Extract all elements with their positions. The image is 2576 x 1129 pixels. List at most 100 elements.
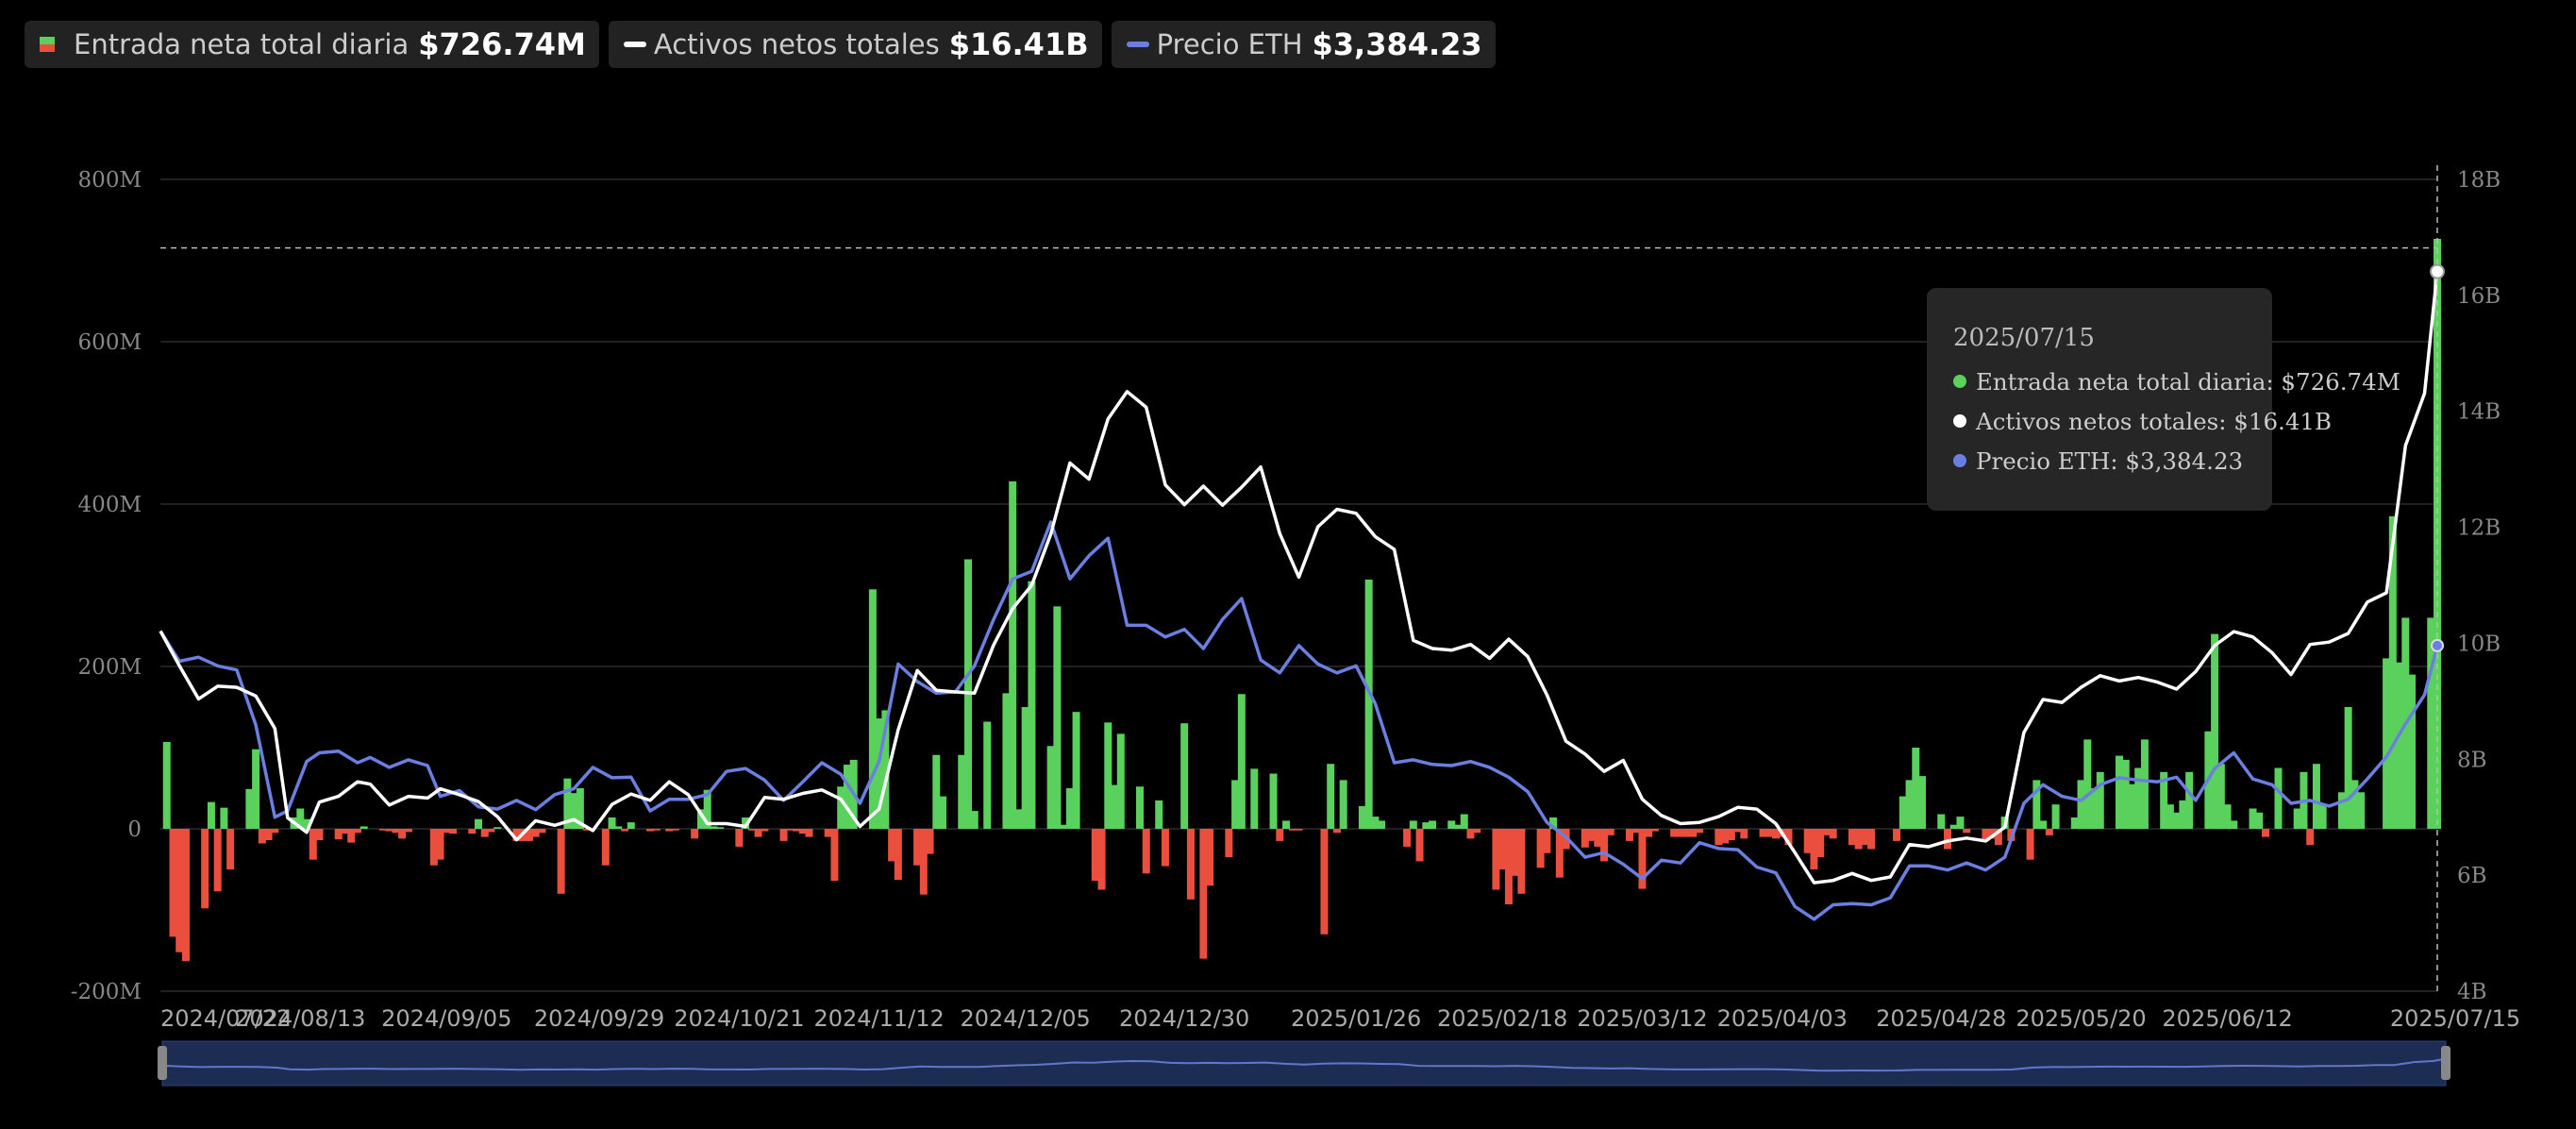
zoom-slider-window bbox=[161, 1040, 2447, 1087]
inflow-bar bbox=[881, 710, 890, 829]
inflow-bar bbox=[868, 589, 877, 829]
inflow-bar bbox=[830, 829, 839, 882]
zoom-handle-right[interactable] bbox=[2441, 1046, 2451, 1080]
inflow-bar bbox=[220, 807, 228, 829]
inflow-bar bbox=[1956, 817, 1965, 829]
inflow-bar bbox=[1625, 829, 1633, 841]
inflow-bar bbox=[1473, 829, 1481, 834]
inflow-bar bbox=[2395, 662, 2403, 829]
legend-inflow-label: Entrada neta total diaria bbox=[74, 28, 410, 60]
inflow-bar bbox=[1944, 829, 1952, 850]
x-axis-tick: 2024/09/29 bbox=[534, 1005, 664, 1032]
tooltip-row-inflow: Entrada neta total diaria: $726.74M bbox=[1953, 362, 2400, 401]
inflow-bar bbox=[2312, 764, 2320, 829]
inflow-bar bbox=[1765, 829, 1774, 837]
y-axis-right-tick: 18B bbox=[2457, 168, 2501, 193]
inflow-bar bbox=[1594, 829, 1602, 847]
inflow-bar bbox=[2216, 764, 2225, 829]
inflow-bar bbox=[761, 829, 769, 832]
inflow-bar bbox=[1072, 712, 1080, 829]
x-axis-tick: 2025/05/20 bbox=[2016, 1005, 2146, 1032]
inflow-bar bbox=[264, 829, 273, 841]
inflow-bar bbox=[710, 826, 718, 829]
inflow-bar bbox=[1237, 694, 1246, 829]
inflow-bar bbox=[1060, 824, 1068, 829]
line-swatch-icon bbox=[1126, 42, 1149, 47]
inflow-bar bbox=[735, 829, 744, 847]
inflow-bar bbox=[385, 829, 393, 832]
inflow-bar bbox=[1759, 829, 1767, 837]
inflow-bar bbox=[258, 829, 266, 844]
inflow-bar bbox=[1091, 829, 1099, 882]
inflow-bar bbox=[1028, 581, 1036, 829]
inflow-bar bbox=[1371, 817, 1380, 829]
inflow-bar bbox=[557, 829, 565, 894]
inflow-bar bbox=[1715, 829, 1723, 846]
inflow-bar bbox=[601, 829, 610, 866]
y-axis-right-tick: 14B bbox=[2457, 400, 2501, 425]
zoom-slider-sparkline bbox=[161, 1057, 2447, 1072]
inflow-bar bbox=[786, 829, 795, 831]
inflow-bar bbox=[1358, 805, 1366, 829]
green-dot-icon bbox=[1953, 375, 1966, 388]
inflow-bar bbox=[1161, 829, 1169, 867]
inflow-bar bbox=[1696, 829, 1704, 834]
inflow-bar bbox=[1231, 780, 1240, 829]
inflow-bar bbox=[2185, 771, 2194, 829]
inflow-bar bbox=[1447, 820, 1456, 829]
x-axis-tick: 2025/04/03 bbox=[1717, 1005, 1848, 1032]
inflow-bar bbox=[398, 829, 407, 839]
inflow-bar bbox=[1994, 829, 2002, 846]
inflow-bar bbox=[315, 829, 324, 841]
inflow-bar bbox=[176, 829, 184, 952]
inflow-bar bbox=[1689, 829, 1698, 837]
legend-assets-toggle[interactable]: Activos netos totales $16.41B bbox=[608, 21, 1102, 68]
tooltip-price: Precio ETH: $3,384.23 bbox=[1976, 447, 2244, 475]
inflow-bar bbox=[608, 817, 616, 829]
inflow-bar bbox=[779, 829, 788, 841]
inflow-bar bbox=[1682, 829, 1691, 837]
inflow-bar bbox=[1422, 822, 1430, 829]
inflow-bar bbox=[696, 809, 705, 829]
inflow-bar bbox=[2039, 820, 2048, 829]
zoom-handle-left[interactable] bbox=[158, 1046, 167, 1080]
inflow-bar bbox=[1912, 748, 1920, 829]
inflow-bar bbox=[2140, 739, 2149, 829]
inflow-bar bbox=[1650, 829, 1659, 832]
inflow-bar bbox=[1276, 829, 1284, 841]
inflow-bar bbox=[1905, 780, 1914, 829]
inflow-bar bbox=[2408, 674, 2417, 829]
inflow-bar bbox=[1517, 829, 1526, 894]
inflow-bar bbox=[252, 749, 260, 829]
legend-price-toggle[interactable]: Precio ETH $3,384.23 bbox=[1111, 21, 1496, 68]
inflow-bar bbox=[1097, 829, 1106, 890]
inflow-bar bbox=[1536, 829, 1545, 868]
inflow-bar bbox=[296, 808, 305, 829]
inflow-bar bbox=[1320, 829, 1329, 935]
inflow-bar bbox=[1250, 768, 1259, 829]
inflow-bar bbox=[181, 829, 190, 962]
legend-inflow-toggle[interactable]: Entrada neta total diaria $726.74M bbox=[25, 21, 599, 68]
inflow-bar bbox=[747, 829, 756, 831]
inflow-bar bbox=[213, 829, 222, 892]
inflow-bar bbox=[1555, 829, 1564, 878]
inflow-bar bbox=[1721, 829, 1730, 844]
inflow-bar bbox=[1549, 817, 1558, 829]
inflow-bar bbox=[2026, 829, 2034, 860]
inflow-bar bbox=[512, 829, 521, 841]
inflow-bar bbox=[824, 829, 832, 837]
inflow-bar bbox=[716, 827, 725, 829]
inflow-bar bbox=[1014, 809, 1023, 829]
inflow-bar bbox=[1982, 829, 1990, 841]
inflow-bar bbox=[582, 829, 591, 831]
tooltip-inflow: Entrada neta total diaria: $726.74M bbox=[1976, 367, 2400, 396]
inflow-bar bbox=[983, 721, 992, 829]
inflow-bar bbox=[1676, 829, 1684, 837]
inflow-bar bbox=[805, 829, 813, 837]
inflow-bar bbox=[2337, 792, 2346, 829]
legend-inflow-value: $726.74M bbox=[418, 26, 586, 62]
inflow-bar bbox=[1288, 829, 1296, 831]
inflow-bar bbox=[392, 829, 400, 834]
inflow-bar bbox=[2223, 804, 2232, 829]
